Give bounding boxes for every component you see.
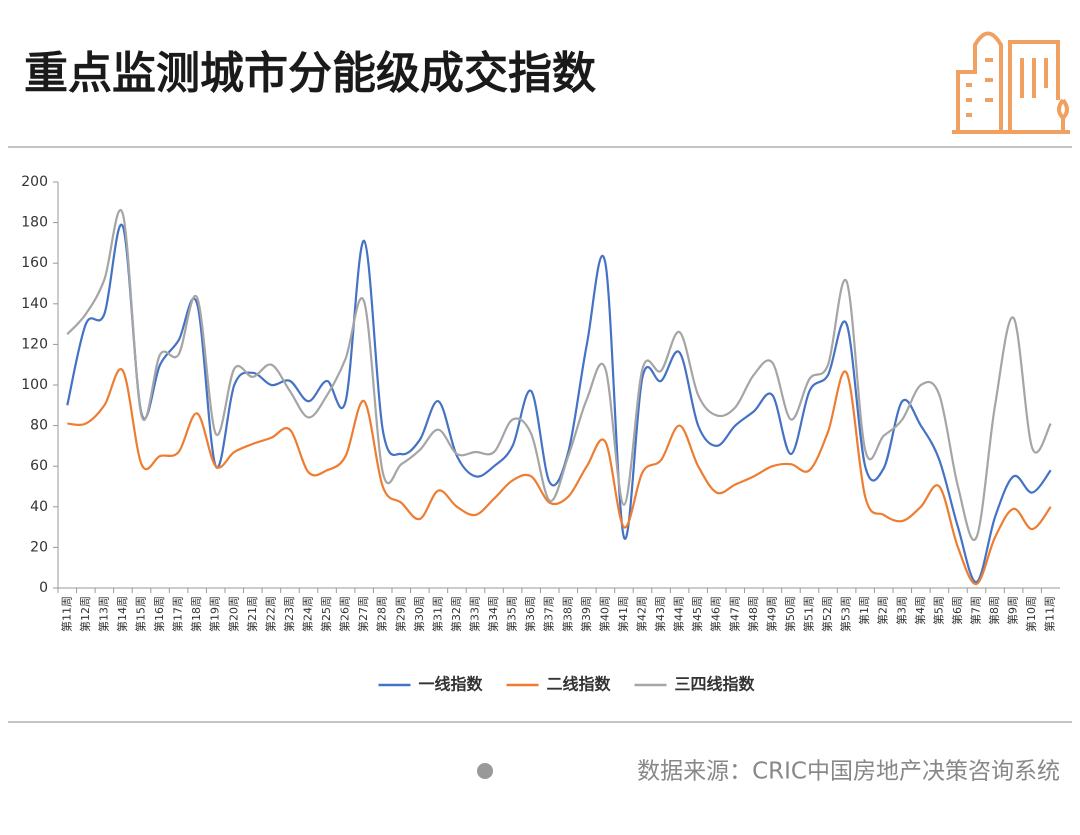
- x-tick-label: 第10周: [1024, 596, 1038, 632]
- x-tick-label: 第50周: [783, 596, 797, 632]
- x-tick-label: 第13周: [96, 596, 110, 632]
- x-tick-label: 第41周: [616, 596, 630, 632]
- x-tick-label: 第23周: [282, 596, 296, 632]
- x-tick-label: 第33周: [468, 596, 482, 632]
- x-tick-label: 第35周: [505, 596, 519, 632]
- legend-label: 三四线指数: [675, 675, 756, 694]
- y-tick-label: 80: [30, 418, 48, 434]
- x-tick-label: 第34周: [486, 596, 500, 632]
- series-line: [66, 209, 1052, 541]
- y-tick-label: 0: [39, 580, 48, 596]
- x-tick-label: 第20周: [226, 596, 240, 632]
- x-tick-label: 第9周: [1006, 596, 1020, 625]
- x-tick-label: 第1周: [857, 596, 871, 625]
- legend-label: 二线指数: [547, 675, 612, 694]
- x-tick-label: 第14周: [115, 596, 129, 632]
- x-tick-label: 第51周: [802, 596, 816, 632]
- x-tick-label: 第21周: [245, 596, 259, 632]
- x-tick-label: 第42周: [635, 596, 649, 632]
- x-tick-label: 第28周: [375, 596, 389, 632]
- x-tick-label: 第11周: [59, 596, 73, 632]
- x-tick-label: 第40周: [597, 596, 611, 632]
- x-tick-label: 第27周: [356, 596, 370, 632]
- x-tick-label: 第43周: [653, 596, 667, 632]
- x-tick-label: 第2周: [876, 596, 890, 625]
- x-tick-label: 第4周: [913, 596, 927, 625]
- x-tick-label: 第19周: [208, 596, 222, 632]
- x-tick-label: 第49周: [764, 596, 778, 632]
- x-tick-label: 第39周: [579, 596, 593, 632]
- chart-title: 重点监测城市分能级成交指数: [24, 48, 596, 99]
- y-tick-label: 180: [21, 215, 48, 231]
- x-tick-label: 第17周: [171, 596, 185, 632]
- x-tick-label: 第22周: [263, 596, 277, 632]
- bullet: [477, 763, 493, 779]
- legend-label: 一线指数: [419, 675, 484, 694]
- x-tick-label: 第25周: [319, 596, 333, 632]
- x-tick-label: 第12周: [78, 596, 92, 632]
- x-tick-label: 第29周: [393, 596, 407, 632]
- x-tick-label: 第53周: [839, 596, 853, 632]
- x-tick-label: 第32周: [449, 596, 463, 632]
- x-tick-label: 第44周: [672, 596, 686, 632]
- x-tick-label: 第52周: [820, 596, 834, 632]
- x-tick-label: 第11周: [1043, 596, 1057, 632]
- x-tick-label: 第5周: [931, 596, 945, 625]
- x-tick-label: 第15周: [134, 596, 148, 632]
- series-line: [67, 367, 1052, 586]
- y-tick-label: 140: [21, 296, 48, 312]
- x-tick-label: 第37周: [542, 596, 556, 632]
- y-tick-label: 120: [21, 336, 48, 352]
- y-tick-label: 40: [30, 499, 48, 515]
- legend: 一线指数 二线指数 三四线指数: [378, 675, 756, 694]
- x-tick-label: 第18周: [189, 596, 203, 632]
- x-tick-label: 第46周: [709, 596, 723, 632]
- y-tick-label: 200: [21, 174, 48, 190]
- y-tick-label: 20: [30, 539, 48, 555]
- x-tick-label: 第26周: [338, 596, 352, 632]
- x-tick-label: 第3周: [894, 596, 908, 625]
- x-tick-label: 第30周: [412, 596, 426, 632]
- building-icon: [952, 31, 1070, 134]
- x-tick-label: 第7周: [969, 596, 983, 625]
- x-tick-label: 第24周: [301, 596, 315, 632]
- x-tick-label: 第48周: [746, 596, 760, 632]
- y-tick-label: 60: [30, 458, 48, 474]
- x-tick-label: 第38周: [560, 596, 574, 632]
- x-tick-label: 第6周: [950, 596, 964, 625]
- x-tick-label: 第47周: [727, 596, 741, 632]
- plot: 020406080100120140160180200第11周 第12周 第13周第…: [21, 174, 1060, 632]
- y-tick-label: 160: [21, 255, 48, 271]
- x-tick-label: 第8周: [987, 596, 1001, 625]
- series-line: [66, 223, 1052, 583]
- source-note: 数据来源：CRIC中国房地产决策咨询系统: [637, 759, 1060, 785]
- x-tick-label: 第36周: [523, 596, 537, 632]
- x-tick-label: 第45周: [690, 596, 704, 632]
- x-tick-label: 第31周: [430, 596, 444, 632]
- y-tick-label: 100: [21, 377, 48, 393]
- x-tick-label: 第16周: [152, 596, 166, 632]
